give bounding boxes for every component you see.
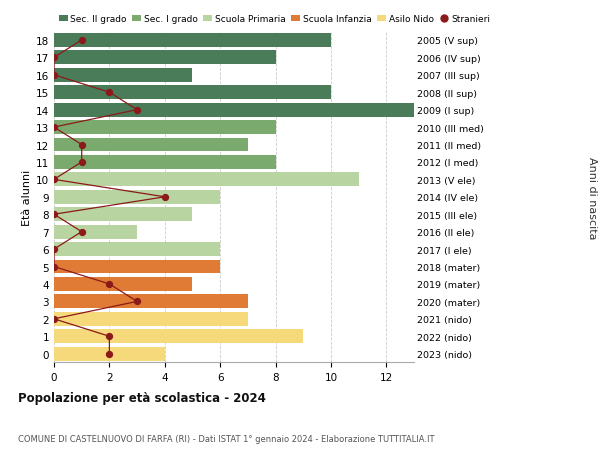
Bar xyxy=(54,330,303,343)
Bar xyxy=(54,121,275,135)
Text: Anni di nascita: Anni di nascita xyxy=(587,156,597,239)
Point xyxy=(49,55,59,62)
Bar xyxy=(54,156,275,169)
Bar xyxy=(54,34,331,48)
Point xyxy=(49,124,59,131)
Point xyxy=(160,194,170,201)
Bar xyxy=(54,347,165,361)
Bar xyxy=(54,225,137,239)
Point xyxy=(104,90,114,97)
Text: Popolazione per età scolastica - 2024: Popolazione per età scolastica - 2024 xyxy=(18,392,266,405)
Bar xyxy=(54,277,193,291)
Bar xyxy=(54,69,193,83)
Legend: Sec. II grado, Sec. I grado, Scuola Primaria, Scuola Infanzia, Asilo Nido, Stran: Sec. II grado, Sec. I grado, Scuola Prim… xyxy=(59,15,490,24)
Point xyxy=(49,211,59,218)
Text: COMUNE DI CASTELNUOVO DI FARFA (RI) - Dati ISTAT 1° gennaio 2024 - Elaborazione : COMUNE DI CASTELNUOVO DI FARFA (RI) - Da… xyxy=(18,434,434,442)
Y-axis label: Età alunni: Età alunni xyxy=(22,169,32,225)
Point xyxy=(132,107,142,114)
Point xyxy=(49,315,59,323)
Bar xyxy=(54,51,275,65)
Point xyxy=(77,37,86,45)
Bar xyxy=(54,243,220,257)
Bar xyxy=(54,86,331,100)
Point xyxy=(132,298,142,305)
Bar xyxy=(54,138,248,152)
Bar xyxy=(54,173,359,187)
Point xyxy=(49,72,59,79)
Bar xyxy=(54,312,248,326)
Point xyxy=(104,333,114,340)
Point xyxy=(49,246,59,253)
Point xyxy=(77,141,86,149)
Bar xyxy=(54,260,220,274)
Bar xyxy=(54,208,193,222)
Point xyxy=(49,176,59,184)
Point xyxy=(77,159,86,166)
Point xyxy=(104,280,114,288)
Point xyxy=(104,350,114,358)
Point xyxy=(49,263,59,271)
Bar xyxy=(54,295,248,309)
Bar xyxy=(54,190,220,204)
Point xyxy=(77,229,86,236)
Bar xyxy=(54,103,414,118)
